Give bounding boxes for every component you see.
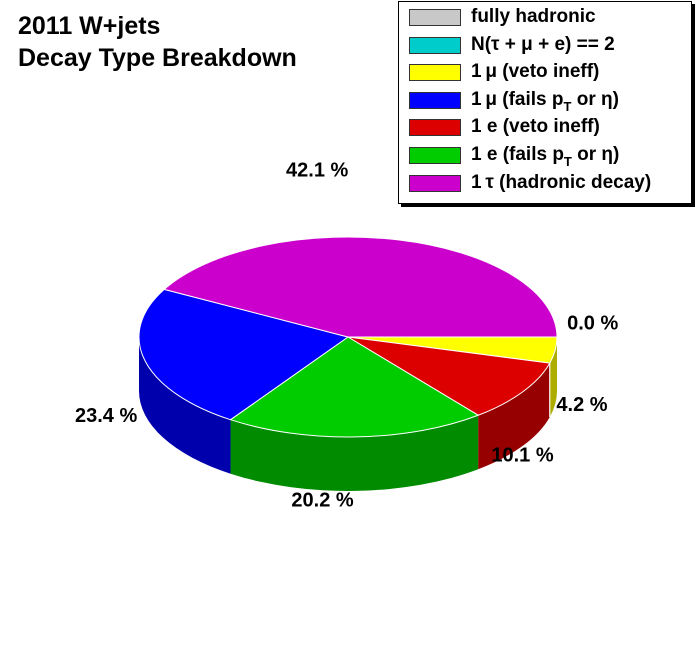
legend-swatch bbox=[409, 147, 461, 164]
legend-entry: N(τ + μ + e) == 2 bbox=[409, 33, 689, 59]
legend-swatch bbox=[409, 37, 461, 54]
chart-title-line-1: 2011 W+jets bbox=[18, 12, 160, 41]
legend-swatch bbox=[409, 92, 461, 109]
legend-swatch bbox=[409, 175, 461, 192]
legend-entry: 1 μ (fails pT or η) bbox=[409, 88, 689, 114]
legend-label: N(τ + μ + e) == 2 bbox=[471, 34, 615, 56]
legend-label: 1 e (veto ineff) bbox=[471, 116, 600, 138]
pie-percent-label: 23.4 % bbox=[75, 405, 137, 427]
legend-entry: fully hadronic bbox=[409, 5, 689, 31]
legend-label: 1 μ (fails pT or η) bbox=[471, 89, 619, 114]
chart-title-line-2: Decay Type Breakdown bbox=[18, 44, 297, 73]
legend-entry: 1 e (fails pT or η) bbox=[409, 143, 689, 169]
legend-label: 1 τ (hadronic decay) bbox=[471, 172, 651, 194]
pie-percent-label: 4.2 % bbox=[556, 394, 607, 416]
legend: fully hadronic N(τ + μ + e) == 2 1 μ (veto… bbox=[398, 1, 692, 204]
pie-percent-label: 42.1 % bbox=[286, 159, 348, 181]
legend-swatch bbox=[409, 64, 461, 81]
legend-label: 1 μ (veto ineff) bbox=[471, 61, 599, 83]
legend-entry: 1 μ (veto ineff) bbox=[409, 60, 689, 86]
pie-percent-label: 0.0 % bbox=[567, 313, 618, 335]
legend-entry: 1 τ (hadronic decay) bbox=[409, 171, 689, 197]
pie-percent-label: 10.1 % bbox=[491, 444, 553, 466]
legend-label: fully hadronic bbox=[471, 6, 596, 28]
legend-swatch bbox=[409, 119, 461, 136]
pie-percent-label: 20.2 % bbox=[291, 489, 353, 511]
legend-entry: 1 e (veto ineff) bbox=[409, 115, 689, 141]
legend-swatch bbox=[409, 9, 461, 26]
legend-label: 1 e (fails pT or η) bbox=[471, 144, 619, 169]
